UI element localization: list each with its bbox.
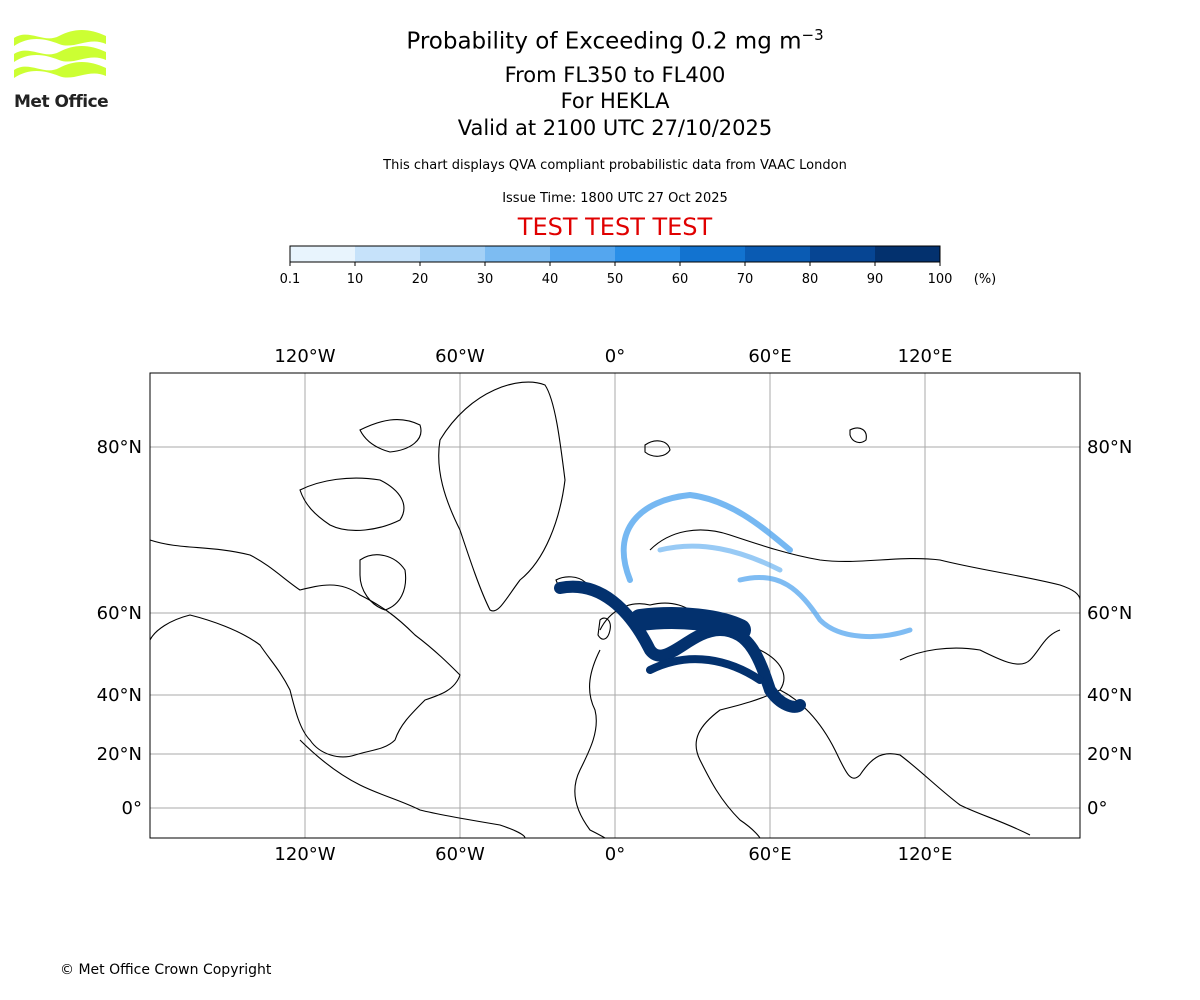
lat-label-right: 20°N [1087,744,1132,765]
chart-title: Probability of Exceeding 0.2 mg m−3 [406,26,824,55]
lat-label-right: 60°N [1087,603,1132,624]
lon-label-bottom: 120°W [274,844,335,865]
map-figure: 120°W 60°W 0° 60°E 120°E 120°W 60°W 0° 60°E 120°… [97,346,1133,865]
copyright-notice: © Met Office Crown Copyright [60,962,272,978]
lon-label-top: 120°E [898,346,953,367]
colorbar-cell [290,246,356,262]
lon-label-top: 60°W [435,346,485,367]
lat-label-left: 60°N [97,603,142,624]
logo-text: Met Office [14,92,109,112]
colorbar-cell [745,246,811,262]
lat-label-left: 40°N [97,685,142,706]
colorbar-tick-label: 80 [802,272,819,287]
colorbar-cell [615,246,681,262]
colorbar-tick-label: 40 [542,272,559,287]
colorbar-tick-label: 30 [477,272,494,287]
colorbar-tick-label: 60 [672,272,689,287]
map-area [149,372,1081,839]
chart-description: This chart displays QVA compliant probab… [383,158,847,173]
coastlines [149,381,1081,839]
lon-label-bottom: 0° [605,844,625,865]
colorbar-tick-label: 90 [867,272,884,287]
lon-label-top: 120°W [274,346,335,367]
lat-label-right: 80°N [1087,437,1132,458]
colorbar-tick-label: 50 [607,272,624,287]
colorbar-cell [875,246,941,262]
colorbar: 0.1 10 20 30 40 50 60 70 80 90 100 (%) [280,245,997,287]
issue-time: Issue Time: 1800 UTC 27 Oct 2025 [502,191,728,206]
colorbar-tick-label: 70 [737,272,754,287]
colorbar-unit: (%) [974,272,997,287]
lon-label-bottom: 60°E [748,844,791,865]
flight-level-range: From FL350 to FL400 [504,63,726,87]
lon-label-top: 0° [605,346,625,367]
colorbar-tick-label: 100 [928,272,953,287]
colorbar-cell [680,246,746,262]
colorbar-tick-label: 10 [347,272,364,287]
lat-label-left: 0° [122,798,142,819]
colorbar-cell [550,246,616,262]
colorbar-cell [420,246,486,262]
met-office-logo [14,30,106,78]
lon-label-bottom: 60°W [435,844,485,865]
ash-plume [554,491,913,713]
colorbar-tick-label: 20 [412,272,429,287]
lat-label-left: 20°N [97,744,142,765]
valid-time: Valid at 2100 UTC 27/10/2025 [457,116,773,140]
colorbar-tick-label: 0.1 [280,272,301,287]
lon-label-top: 60°E [748,346,791,367]
lat-label-left: 80°N [97,437,142,458]
lat-label-right: 40°N [1087,685,1132,706]
lat-label-right: 0° [1087,798,1107,819]
colorbar-cell [485,246,551,262]
colorbar-cell [355,246,421,262]
volcano-name: For HEKLA [560,89,670,113]
test-banner: TEST TEST TEST [517,213,713,241]
lon-label-bottom: 120°E [898,844,953,865]
colorbar-cell [810,246,876,262]
